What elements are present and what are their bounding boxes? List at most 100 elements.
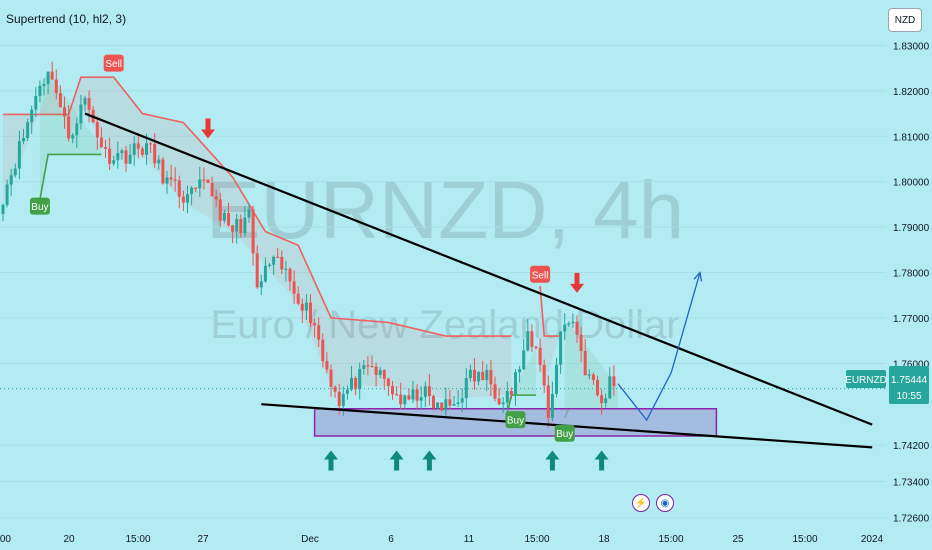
candle-body bbox=[235, 219, 239, 232]
candle-body bbox=[563, 324, 567, 332]
candle-body bbox=[263, 265, 267, 282]
supertrend-fill bbox=[3, 77, 512, 400]
candle-body bbox=[460, 398, 464, 403]
candle-body bbox=[71, 135, 75, 139]
candle-body bbox=[169, 177, 173, 180]
candle-body bbox=[530, 331, 534, 347]
candle-body bbox=[255, 253, 259, 288]
candle-body bbox=[501, 402, 505, 405]
candle-body bbox=[247, 209, 251, 218]
indicator-label[interactable]: Supertrend (10, hl2, 3) bbox=[6, 12, 127, 26]
price-tick-label: 1.76000 bbox=[893, 359, 930, 370]
candle-body bbox=[587, 374, 591, 376]
candle-body bbox=[280, 256, 284, 270]
candle-body bbox=[239, 219, 243, 233]
candle-body bbox=[243, 217, 247, 233]
last-price-symbol: EURNZD bbox=[845, 375, 887, 386]
buy-label-box bbox=[29, 197, 50, 215]
candle-body bbox=[350, 377, 353, 390]
candle-body bbox=[161, 159, 165, 184]
candle-body bbox=[13, 168, 17, 176]
candle-body bbox=[477, 372, 481, 382]
time-tick-label: Dec bbox=[301, 534, 319, 545]
candle-body bbox=[177, 180, 181, 197]
candle-body bbox=[444, 399, 448, 411]
calendar-icon[interactable]: ◉ bbox=[656, 494, 674, 512]
candle-body bbox=[112, 160, 116, 164]
candle-body bbox=[17, 141, 21, 169]
candle-body bbox=[432, 396, 435, 409]
descending-resistance-line bbox=[84, 112, 873, 426]
price-axis[interactable] bbox=[886, 0, 932, 550]
signal-arrow-up bbox=[422, 450, 437, 471]
candle-body bbox=[317, 325, 321, 340]
candle-body bbox=[509, 391, 513, 395]
buy-label: Buy bbox=[556, 429, 573, 440]
supertrend-indicator bbox=[3, 71, 618, 419]
price-tick-label: 1.73400 bbox=[893, 477, 930, 488]
candle-body bbox=[272, 256, 276, 265]
candle-body bbox=[395, 394, 399, 396]
candle-body bbox=[58, 93, 62, 108]
candle-body bbox=[95, 122, 99, 138]
time-tick-label: 27 bbox=[197, 534, 209, 545]
candle-body bbox=[300, 303, 304, 311]
candle-body bbox=[468, 369, 472, 379]
candle-body bbox=[452, 404, 456, 406]
price-tick-label: 1.80000 bbox=[893, 178, 930, 189]
candle-body bbox=[79, 104, 83, 124]
candle-body bbox=[38, 85, 42, 96]
candle-body bbox=[489, 370, 493, 385]
candle-body bbox=[391, 385, 394, 395]
candle-body bbox=[370, 366, 374, 368]
candle-body bbox=[358, 368, 362, 390]
candle-body bbox=[5, 184, 9, 205]
candle-body bbox=[42, 84, 46, 86]
candle-body bbox=[333, 386, 337, 392]
candle-body bbox=[140, 148, 144, 155]
supertrend-down-line bbox=[3, 76, 512, 337]
time-tick-label: 6 bbox=[388, 534, 394, 545]
candle-body bbox=[596, 380, 599, 396]
candle-body bbox=[87, 98, 91, 110]
candle-body bbox=[579, 334, 583, 352]
candle-body bbox=[354, 377, 358, 390]
candle-body bbox=[386, 378, 390, 386]
candle-body bbox=[411, 389, 415, 400]
time-tick-label: 15:00 bbox=[658, 534, 683, 545]
candle-body bbox=[173, 179, 177, 181]
price-tick-label: 1.82000 bbox=[893, 87, 930, 98]
candle-body bbox=[124, 150, 128, 164]
price-tick-label: 1.72600 bbox=[893, 514, 930, 525]
candle-body bbox=[26, 122, 30, 138]
candle-body bbox=[456, 402, 460, 405]
currency-button[interactable]: NZD bbox=[888, 8, 922, 32]
candle-body bbox=[407, 395, 411, 400]
candle-body bbox=[116, 152, 120, 161]
candle-body bbox=[485, 370, 489, 381]
candle-body bbox=[329, 369, 333, 387]
supertrend-fill bbox=[564, 323, 618, 418]
candle-body bbox=[567, 323, 571, 325]
candle-body bbox=[108, 148, 112, 164]
buy-label-box bbox=[505, 411, 526, 429]
candle-body bbox=[505, 391, 509, 403]
candle-body bbox=[132, 143, 136, 155]
candle-body bbox=[337, 391, 341, 406]
time-tick-label: 18 bbox=[598, 534, 610, 545]
candle-body bbox=[75, 123, 79, 136]
buy-label: Buy bbox=[31, 202, 48, 213]
last-price-symbol-box bbox=[846, 370, 886, 388]
candle-body bbox=[63, 107, 66, 117]
time-tick-label: 11 bbox=[464, 534, 475, 545]
lightning-icon[interactable]: ⚡ bbox=[632, 494, 650, 512]
candle-body bbox=[612, 376, 616, 387]
candle-body bbox=[136, 143, 140, 149]
candle-body bbox=[518, 369, 522, 373]
time-tick-label: 15:00 bbox=[125, 534, 150, 545]
candle-body bbox=[362, 365, 366, 369]
signal-arrows bbox=[201, 118, 609, 471]
gridlines bbox=[0, 44, 886, 519]
candle-body bbox=[268, 264, 271, 266]
